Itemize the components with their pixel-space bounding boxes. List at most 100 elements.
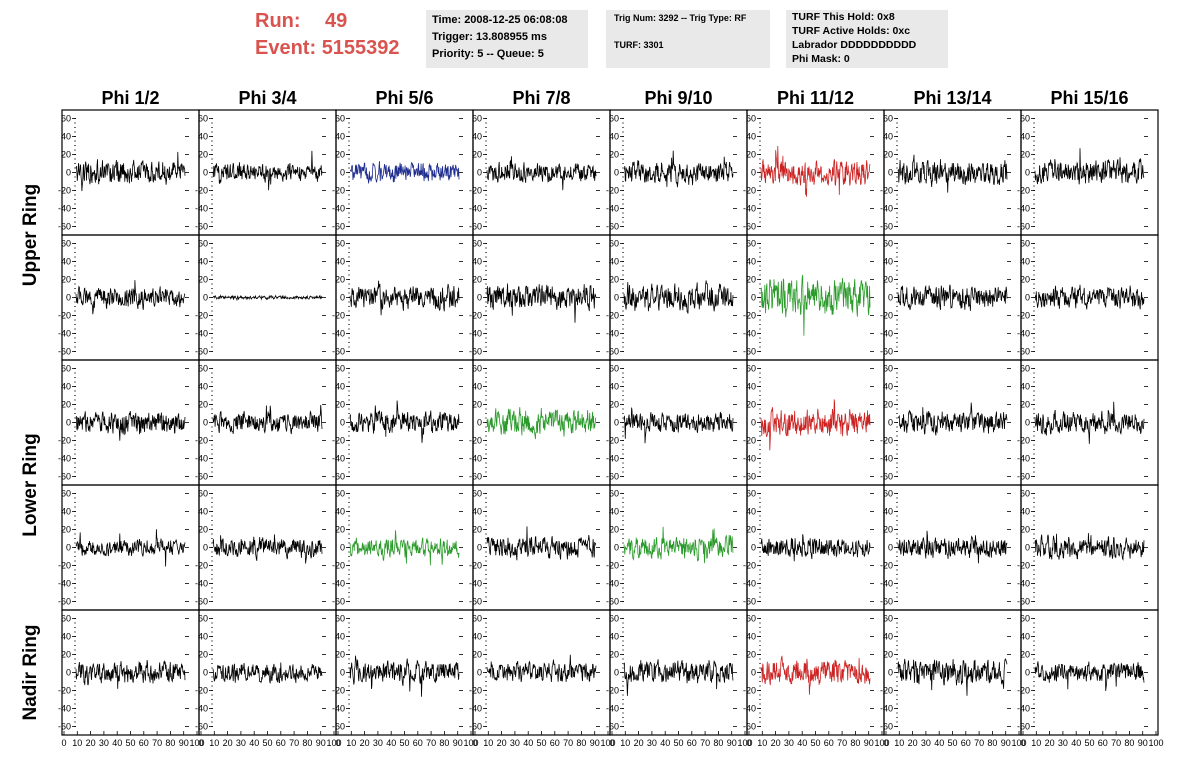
x-tick-label: 30: [1058, 738, 1068, 748]
y-tick-label: -60: [743, 597, 756, 607]
x-tick-label: 10: [346, 738, 356, 748]
waveform-trace: [349, 161, 460, 185]
x-tick-label: 30: [373, 738, 383, 748]
x-tick-label: 0: [883, 738, 888, 748]
y-tick-label: 60: [472, 614, 482, 624]
x-tick-label: 60: [550, 738, 560, 748]
y-tick-label: 40: [335, 257, 345, 267]
y-tick-label: 20: [1020, 400, 1030, 410]
x-tick-label: 70: [563, 738, 573, 748]
x-tick-label: 40: [797, 738, 807, 748]
y-tick-label: 40: [746, 507, 756, 517]
y-tick-label: -60: [469, 222, 482, 232]
waveform-trace: [898, 402, 1008, 436]
x-tick-label: 20: [771, 738, 781, 748]
x-tick-label: 40: [660, 738, 670, 748]
y-tick-label: 20: [883, 650, 893, 660]
y-tick-label: 60: [883, 489, 893, 499]
y-tick-label: 0: [1025, 168, 1030, 178]
y-tick-label: 60: [61, 114, 71, 124]
y-tick-label: 40: [198, 257, 208, 267]
waveform-trace: [486, 283, 597, 323]
waveform-trace: [75, 280, 186, 315]
y-tick-label: 40: [335, 632, 345, 642]
x-tick-label: 20: [223, 738, 233, 748]
y-tick-label: -20: [743, 311, 756, 321]
x-tick-label: 30: [510, 738, 520, 748]
y-tick-label: -40: [469, 454, 482, 464]
waveform-trace: [760, 534, 871, 562]
x-tick-label: 10: [1031, 738, 1041, 748]
y-tick-label: 20: [61, 400, 71, 410]
y-tick-label: -60: [606, 597, 619, 607]
y-tick-label: -40: [1017, 329, 1030, 339]
x-tick-label: 90: [1001, 738, 1011, 748]
y-tick-label: 0: [477, 168, 482, 178]
y-tick-label: -20: [469, 561, 482, 571]
y-tick-label: -60: [195, 722, 208, 732]
y-tick-label: 60: [61, 614, 71, 624]
x-tick-label: 100: [1148, 738, 1163, 748]
y-tick-label: 0: [614, 668, 619, 678]
y-tick-label: 20: [198, 650, 208, 660]
row-label: Upper Ring: [20, 184, 41, 286]
x-tick-label: 10: [209, 738, 219, 748]
y-tick-label: -20: [332, 561, 345, 571]
y-tick-label: -20: [1017, 561, 1030, 571]
y-tick-label: -40: [880, 204, 893, 214]
waveform-trace: [1034, 401, 1145, 444]
y-tick-label: -40: [195, 329, 208, 339]
x-tick-label: 60: [961, 738, 971, 748]
x-tick-label: 50: [262, 738, 272, 748]
y-tick-label: 60: [472, 364, 482, 374]
y-tick-label: 20: [746, 650, 756, 660]
y-tick-label: 0: [614, 293, 619, 303]
y-tick-label: -60: [606, 472, 619, 482]
waveform-trace: [75, 529, 186, 567]
y-tick-label: -40: [743, 204, 756, 214]
y-tick-label: -20: [880, 561, 893, 571]
labrador-text: Labrador DDDDDDDDDD: [792, 39, 917, 51]
y-tick-label: -40: [195, 704, 208, 714]
y-tick-label: -60: [58, 597, 71, 607]
x-tick-label: 0: [1020, 738, 1025, 748]
y-tick-label: 40: [609, 632, 619, 642]
y-tick-label: 40: [883, 507, 893, 517]
trigger-text: Trigger: 13.808955 ms: [432, 31, 547, 43]
y-tick-label: 40: [883, 632, 893, 642]
x-tick-label: 80: [439, 738, 449, 748]
y-tick-label: 60: [883, 114, 893, 124]
y-tick-label: 0: [614, 543, 619, 553]
x-tick-label: 0: [609, 738, 614, 748]
row-label: Lower Ring: [20, 433, 41, 536]
x-tick-label: 90: [1138, 738, 1148, 748]
x-tick-label: 40: [249, 738, 259, 748]
y-tick-label: 0: [1025, 418, 1030, 428]
waveform-trace: [486, 407, 597, 440]
y-tick-label: -60: [332, 472, 345, 482]
y-tick-label: 40: [609, 132, 619, 142]
y-tick-label: 40: [883, 382, 893, 392]
waveform-trace: [213, 294, 323, 301]
y-tick-label: -40: [743, 329, 756, 339]
column-header: Phi 1/2: [101, 88, 159, 108]
trigger-info-box: Trig Num: 3292 -- Trig Type: RF TURF: 33…: [606, 10, 770, 68]
x-tick-label: 40: [112, 738, 122, 748]
x-tick-label: 70: [1111, 738, 1121, 748]
y-tick-label: -40: [1017, 204, 1030, 214]
x-tick-label: 40: [1071, 738, 1081, 748]
y-tick-label: 0: [477, 418, 482, 428]
y-tick-label: 20: [1020, 275, 1030, 285]
y-tick-label: 60: [335, 239, 345, 249]
y-tick-label: -60: [743, 222, 756, 232]
x-tick-label: 0: [335, 738, 340, 748]
x-tick-label: 40: [934, 738, 944, 748]
y-tick-label: -40: [606, 704, 619, 714]
y-tick-label: -60: [469, 472, 482, 482]
y-tick-label: -40: [332, 329, 345, 339]
y-tick-label: 0: [66, 168, 71, 178]
x-tick-label: 20: [634, 738, 644, 748]
y-tick-label: -60: [332, 347, 345, 357]
x-tick-label: 90: [727, 738, 737, 748]
event-value: 5155392: [321, 37, 400, 59]
